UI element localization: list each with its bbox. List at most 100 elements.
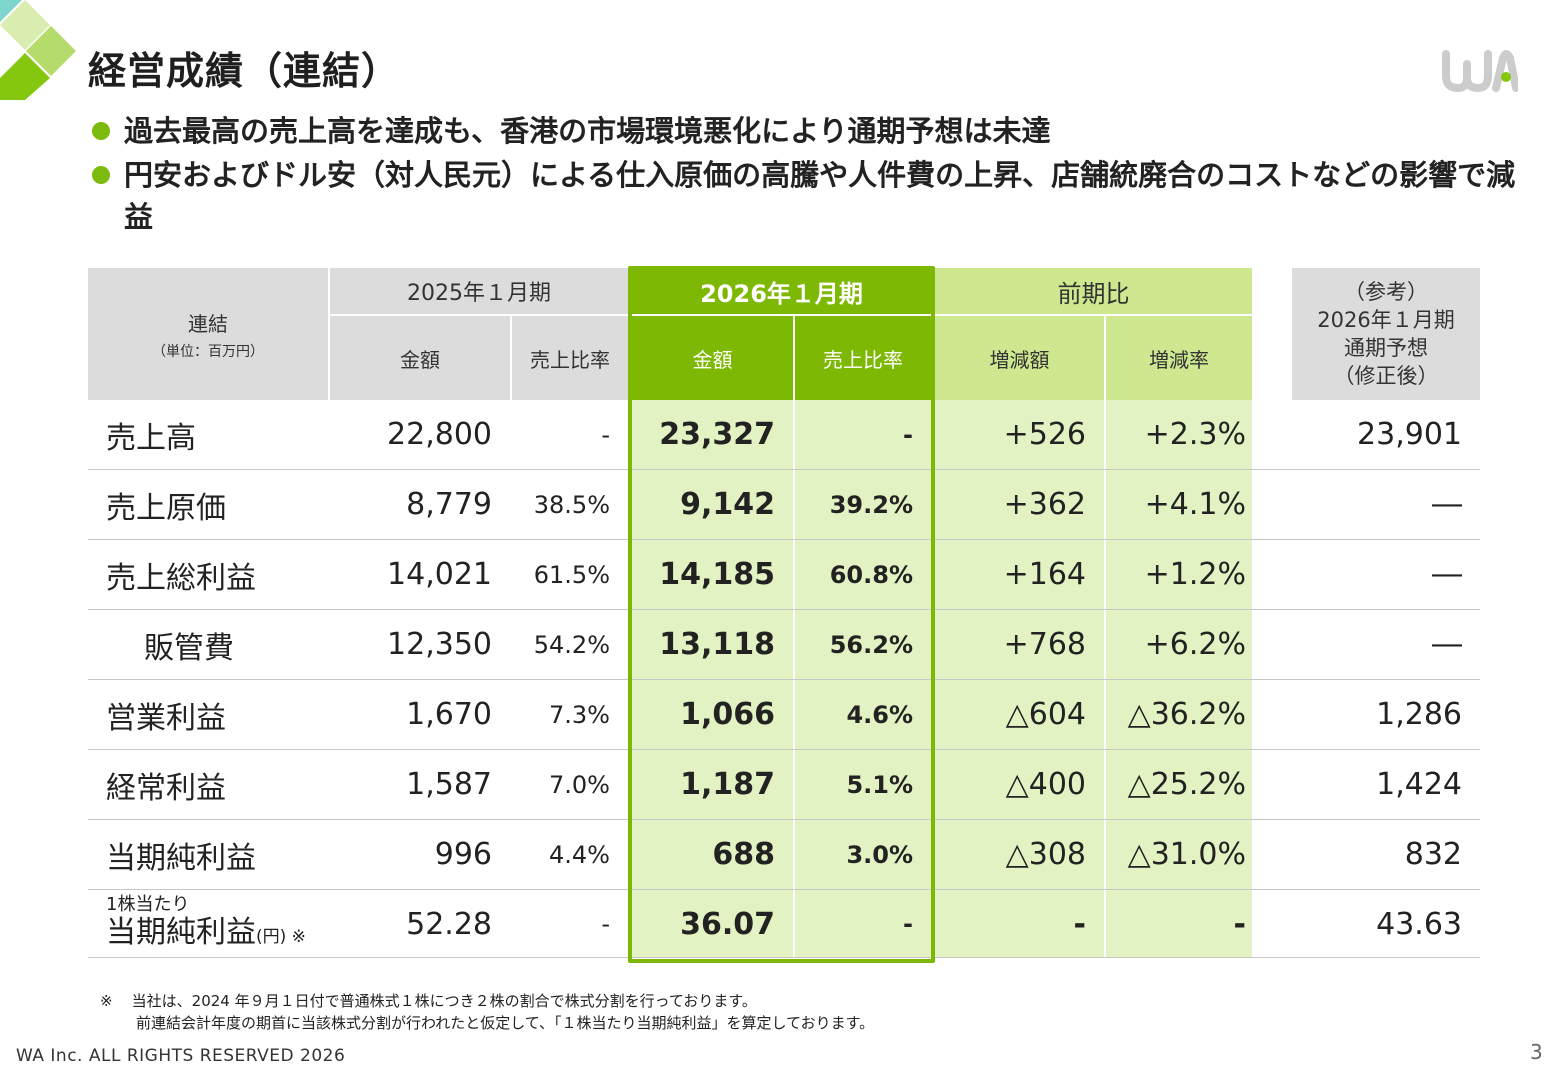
- company-logo-icon: [1442, 50, 1518, 93]
- cell-2026-amount: 36.07: [680, 906, 775, 942]
- cell-2026-ratio: 5.1%: [846, 770, 913, 799]
- cell-2025-ratio: -: [601, 420, 610, 449]
- header-yoy-group: 前期比: [935, 268, 1252, 314]
- cell-change-rate: +2.3%: [1144, 417, 1246, 452]
- bullet-text: 円安およびドル安（対人民元）による仕入原価の高騰や人件費の上昇、店舗統廃合のコス…: [124, 158, 1516, 234]
- row-divider: [88, 609, 1480, 610]
- bullet-item: 円安およびドル安（対人民元）による仕入原価の高騰や人件費の上昇、店舗統廃合のコス…: [92, 154, 1532, 238]
- footnote-text: 当社は、2024 年９月１日付で普通株式１株につき２株の割合で株式分割を行ってお…: [131, 992, 757, 1010]
- cell-2026-amount: 23,327: [659, 417, 775, 452]
- cell-change-amount: -: [1073, 906, 1086, 942]
- cell-2025-ratio: 7.0%: [549, 770, 610, 799]
- cell-2025-ratio: -: [601, 910, 610, 938]
- cell-2025-ratio: 54.2%: [533, 630, 610, 659]
- cell-change-amount: +362: [1003, 487, 1086, 522]
- cell-change-rate: +4.1%: [1144, 487, 1246, 522]
- cell-2026-ratio: -: [903, 910, 913, 938]
- row-divider: [88, 539, 1480, 540]
- row-divider: [88, 957, 1480, 958]
- header-change-amount: 増減額: [935, 316, 1104, 400]
- header-2026-group: 2026年１月期: [632, 268, 931, 314]
- row-label: 当期純利益: [106, 915, 256, 950]
- cell-change-rate: -: [1233, 906, 1246, 942]
- cell-2025-amount: 12,350: [387, 627, 492, 662]
- cell-change-amount: △400: [1005, 767, 1086, 802]
- cell-2026-amount: 13,118: [659, 627, 775, 662]
- bullet-text: 過去最高の売上高を達成も、香港の市場環境悪化により通期予想は未達: [124, 114, 1051, 148]
- cell-change-amount: △308: [1005, 837, 1086, 872]
- page-title: 経営成績（連結）: [88, 49, 401, 93]
- row-divider: [88, 819, 1480, 820]
- cell-2026-amount: 14,185: [659, 557, 775, 592]
- row-label: 営業利益: [106, 700, 226, 736]
- header-2026-amount: 金額: [632, 316, 793, 400]
- cell-change-amount: +526: [1003, 417, 1086, 452]
- cell-2026-ratio: 3.0%: [846, 840, 913, 869]
- cell-2026-amount: 9,142: [680, 487, 775, 522]
- cell-2025-amount: 1,670: [406, 697, 492, 732]
- row-label: 販管費: [144, 630, 234, 666]
- header-2025-amount: 金額: [330, 316, 510, 400]
- cell-change-amount: +768: [1003, 627, 1086, 662]
- corner-unit: （単位：百万円）: [152, 343, 264, 360]
- summary-bullets: 過去最高の売上高を達成も、香港の市場環境悪化により通期予想は未達 円安およびドル…: [92, 110, 1532, 240]
- row-divider: [88, 469, 1480, 470]
- cell-reference: 832: [1404, 837, 1462, 872]
- cell-2025-ratio: 4.4%: [549, 840, 610, 869]
- row-label: 売上原価: [106, 490, 226, 526]
- cell-change-rate: +1.2%: [1144, 557, 1246, 592]
- cell-2025-ratio: 61.5%: [533, 560, 610, 589]
- cell-2025-amount: 14,021: [387, 557, 492, 592]
- bullet-dot-icon: [92, 122, 110, 140]
- cell-reference: ―: [1432, 627, 1462, 662]
- cell-change-rate: △31.0%: [1127, 837, 1246, 872]
- header-change-rate: 増減率: [1106, 316, 1252, 400]
- cell-change-rate: +6.2%: [1144, 627, 1246, 662]
- cell-2026-amount: 688: [712, 837, 775, 872]
- row-divider: [88, 749, 1480, 750]
- row-divider: [88, 679, 1480, 680]
- row-label-main: 当期純利益(円) ※: [106, 916, 306, 954]
- cell-2026-ratio: 4.6%: [846, 700, 913, 729]
- row-label-small: 1株当たり: [106, 894, 190, 915]
- cell-2025-amount: 22,800: [387, 417, 492, 452]
- row-label-eps: 1株当たり 当期純利益(円) ※: [88, 890, 328, 958]
- ref-header-line: 通期予想: [1344, 336, 1428, 360]
- copyright-footer: WA Inc. ALL RIGHTS RESERVED 2026: [16, 1046, 346, 1066]
- cell-reference: 43.63: [1376, 906, 1462, 942]
- corner-decoration: [0, 0, 76, 100]
- cell-2026-amount: 1,066: [680, 697, 775, 732]
- cell-change-amount: +164: [1003, 557, 1086, 592]
- row-divider: [88, 889, 1480, 890]
- header-reference-forecast: （参考） 2026年１月期 通期予想 （修正後）: [1292, 268, 1480, 400]
- cell-reference: 23,901: [1357, 417, 1462, 452]
- footnote: ※ 当社は、2024 年９月１日付で普通株式１株につき２株の割合で株式分割を行っ…: [100, 990, 874, 1034]
- row-label: 当期純利益: [106, 840, 256, 876]
- cell-2025-amount: 52.28: [406, 906, 492, 942]
- cell-2025-amount: 1,587: [406, 767, 492, 802]
- cell-reference: 1,424: [1376, 767, 1462, 802]
- footnote-line: ※ 当社は、2024 年９月１日付で普通株式１株につき２株の割合で株式分割を行っ…: [100, 990, 874, 1012]
- row-label: 売上高: [106, 420, 196, 456]
- header-2026-ratio: 売上比率: [795, 316, 931, 400]
- row-label: 売上総利益: [106, 560, 256, 596]
- cell-reference: ―: [1432, 557, 1462, 592]
- row-label-suffix: (円) ※: [256, 927, 306, 947]
- cell-change-amount: △604: [1005, 697, 1086, 732]
- cell-2025-amount: 8,779: [406, 487, 492, 522]
- header-2025-group: 2025年１月期: [330, 268, 628, 314]
- cell-2026-ratio: 56.2%: [829, 630, 913, 659]
- cell-reference: ―: [1432, 487, 1462, 522]
- table-corner-header: 連結 （単位：百万円）: [88, 268, 328, 400]
- cell-2025-amount: 996: [434, 837, 492, 872]
- bullet-dot-icon: [92, 166, 110, 184]
- cell-reference: 1,286: [1376, 697, 1462, 732]
- corner-label: 連結: [188, 311, 228, 336]
- financial-results-table: 連結 （単位：百万円） 2025年１月期 金額 売上比率 2026年１月期 金額…: [88, 266, 1480, 966]
- cell-change-rate: △36.2%: [1127, 697, 1246, 732]
- ref-header-line: （修正後）: [1333, 364, 1439, 388]
- header-2025-ratio: 売上比率: [512, 316, 628, 400]
- footnote-mark: ※: [100, 992, 113, 1010]
- row-label: 経常利益: [106, 770, 226, 806]
- footnote-text: 前連結会計年度の期首に当該株式分割が行われたと仮定して、「１株当たり当期純利益」…: [136, 1014, 875, 1032]
